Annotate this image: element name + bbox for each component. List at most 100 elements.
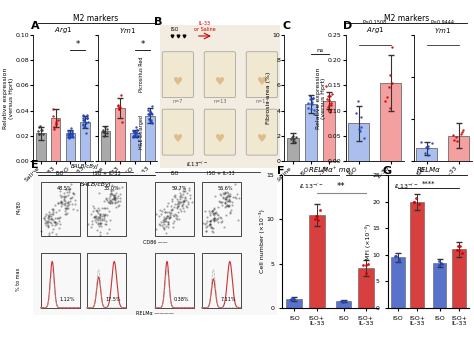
Point [51, 202, 59, 208]
Point [100, 217, 108, 223]
Point [95, 190, 103, 196]
Point [107, 188, 115, 194]
Point [211, 211, 219, 216]
Point [206, 218, 213, 224]
Point [228, 202, 236, 208]
Point [228, 199, 236, 204]
Point [80, 113, 88, 119]
Point [61, 194, 68, 199]
Point [40, 215, 47, 221]
Point [221, 190, 228, 196]
Point [187, 192, 194, 197]
Point [386, 85, 393, 90]
Point [113, 196, 121, 201]
FancyBboxPatch shape [162, 52, 193, 98]
Point [173, 214, 181, 219]
Point [50, 124, 58, 130]
Text: n=12: n=12 [255, 99, 268, 104]
Point [35, 132, 43, 137]
Point [226, 197, 233, 202]
Point [51, 220, 59, 225]
Point [452, 134, 460, 140]
Point [314, 217, 321, 223]
Text: 0.38%: 0.38% [174, 297, 190, 302]
Point [68, 132, 76, 138]
Point [56, 199, 64, 205]
Point [63, 186, 70, 191]
Point [82, 120, 90, 126]
Point [175, 217, 182, 222]
FancyBboxPatch shape [246, 109, 277, 155]
Point [156, 222, 164, 228]
Point [48, 206, 56, 211]
Text: ISO + IL-33: ISO + IL-33 [208, 171, 235, 176]
Point [220, 224, 228, 230]
Point [168, 207, 176, 212]
Point [46, 213, 53, 218]
Point [105, 208, 113, 213]
Point [88, 211, 95, 217]
Point [207, 221, 214, 226]
Point [45, 224, 52, 229]
Point [106, 201, 114, 206]
Point [415, 201, 423, 207]
FancyBboxPatch shape [162, 109, 193, 155]
Point [53, 215, 60, 220]
Point [206, 223, 214, 228]
Point [323, 96, 330, 102]
Point [132, 129, 139, 135]
Point [155, 221, 163, 226]
Point [92, 219, 100, 224]
Point [64, 131, 72, 137]
Text: 48.5%: 48.5% [57, 186, 72, 191]
Point [57, 198, 65, 204]
Point [110, 196, 118, 201]
Text: M2 markers: M2 markers [383, 14, 429, 23]
Text: Saline: Saline [170, 175, 185, 180]
Point [96, 217, 103, 223]
Point [110, 195, 118, 200]
Bar [391, 258, 405, 308]
Text: 1.12%: 1.12% [59, 297, 75, 302]
Point [174, 203, 182, 208]
Point [214, 204, 221, 210]
Point [89, 221, 96, 227]
Point [222, 195, 229, 200]
Point [44, 224, 52, 230]
Point [65, 187, 73, 192]
Point [48, 211, 55, 217]
Point [180, 198, 188, 204]
Point [395, 259, 403, 264]
Point [62, 186, 69, 192]
Point [101, 125, 109, 130]
Point [52, 209, 60, 215]
Point [457, 131, 465, 137]
Point [80, 118, 88, 123]
Point [225, 197, 233, 203]
Point [157, 219, 164, 225]
Point [43, 218, 51, 224]
Point [95, 210, 102, 216]
Point [176, 199, 183, 205]
Point [63, 205, 70, 211]
Point [93, 208, 100, 214]
Text: ISO: ISO [216, 175, 224, 180]
FancyBboxPatch shape [246, 52, 277, 98]
Point [219, 190, 227, 196]
Point [210, 206, 218, 212]
Point [52, 121, 60, 127]
Point [55, 225, 63, 230]
Point [116, 198, 123, 204]
Point [202, 224, 210, 230]
Point [57, 199, 65, 205]
Text: RELMα ————: RELMα ———— [137, 311, 174, 316]
Point [163, 203, 171, 209]
Point [114, 203, 121, 208]
Point [83, 115, 91, 120]
Point [186, 195, 194, 201]
Point [44, 218, 52, 224]
Point [48, 216, 56, 222]
Point [211, 193, 219, 199]
Point [130, 129, 137, 134]
Point [109, 182, 116, 188]
